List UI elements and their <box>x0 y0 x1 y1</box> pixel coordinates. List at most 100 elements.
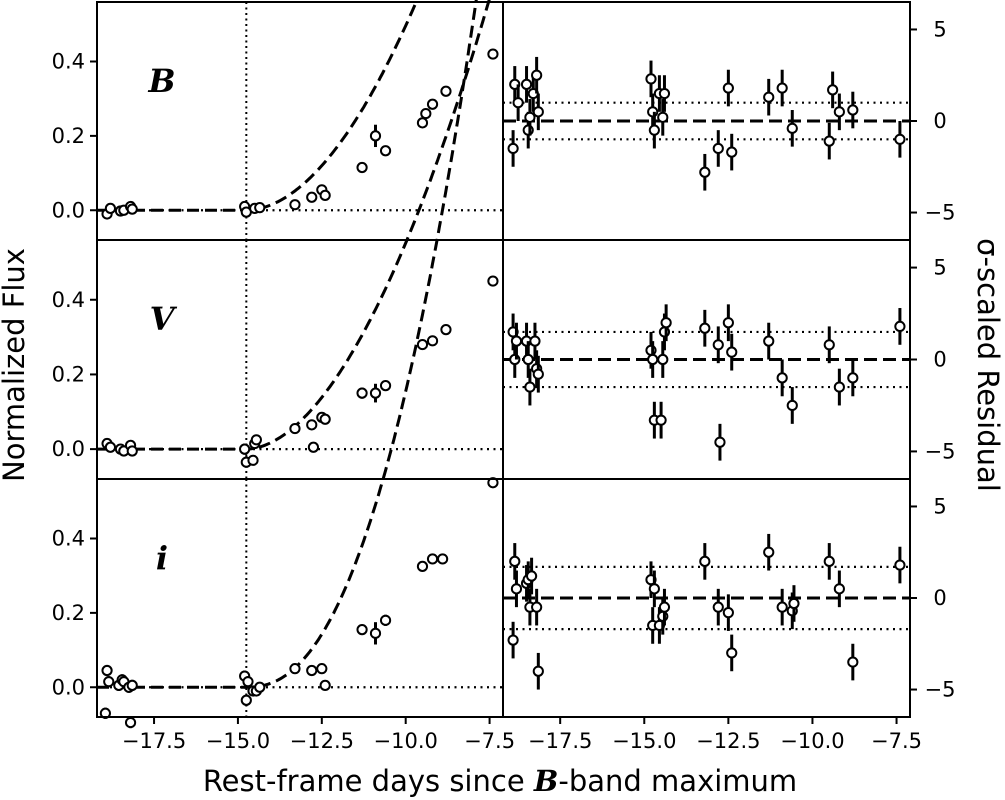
resid-y-tick-label: 5 <box>933 256 946 280</box>
flux-panel-B: 0.0 0.2 0.4 B <box>52 0 504 241</box>
x-tick-label: −12.5 <box>696 729 760 753</box>
flux-point <box>416 338 429 351</box>
resid-point <box>645 73 657 85</box>
resid-y-tick-label: 0 <box>933 586 946 610</box>
flux-point <box>126 679 138 691</box>
resid-y-tick-label: 0 <box>933 348 946 372</box>
resid-panel-i: −5 0 5 <box>502 478 955 718</box>
x-tick-label: −15.0 <box>206 729 270 753</box>
flux-fit-curve <box>97 0 491 451</box>
resid-point <box>512 97 524 109</box>
resid-point <box>847 656 859 668</box>
resid-point <box>823 135 835 147</box>
resid-point <box>531 601 543 613</box>
resid-point <box>712 339 724 351</box>
resid-point <box>509 353 521 366</box>
resid-point <box>726 146 738 158</box>
resid-point <box>657 610 669 622</box>
flux-point <box>379 145 392 157</box>
x-tick-label: −15.0 <box>612 729 676 753</box>
flux-point <box>101 664 113 677</box>
resid-point <box>524 381 536 393</box>
panels: 0.0 0.2 0.4 B −5 0 5 0.0 0.2 0.4 V −5 0 5 0.0 0.2 0.4 i −5… <box>52 0 956 753</box>
flux-y-tick-label: 0.2 <box>52 601 85 625</box>
resid-point <box>648 583 660 595</box>
flux-point <box>254 681 266 693</box>
flux-point <box>369 387 382 399</box>
resid-point <box>529 335 541 347</box>
panel-V: 0.0 0.2 0.4 V −5 0 5 <box>52 0 956 480</box>
resid-point <box>655 414 667 426</box>
resid-point <box>712 601 724 613</box>
resid-point <box>833 583 845 595</box>
flux-point <box>356 161 368 174</box>
resid-point <box>524 111 536 123</box>
x-tick-label: −17.5 <box>122 729 186 753</box>
resid-point <box>699 322 711 334</box>
flux-panel-frame <box>96 478 504 718</box>
flux-point <box>104 441 117 453</box>
resid-panel-V: −5 0 5 <box>502 239 956 480</box>
flux-point <box>356 624 368 636</box>
flux-y-tick-label: 0.4 <box>52 527 85 551</box>
flux-point <box>306 191 318 203</box>
flux-point <box>426 98 439 110</box>
resid-point <box>522 353 534 366</box>
flux-point <box>319 679 331 691</box>
resid-point <box>648 124 660 136</box>
resid-point <box>833 106 845 118</box>
y-axis-title-right: σ-scaled Residual <box>971 238 1005 492</box>
flux-point <box>416 560 429 572</box>
flux-point <box>440 324 452 336</box>
y-axis-title-left: Normalized Flux <box>0 248 31 482</box>
flux-point <box>242 676 254 688</box>
x-tick-label: −10.0 <box>780 729 844 753</box>
band-label-V: V <box>150 300 178 338</box>
flux-point <box>126 445 138 457</box>
band-label-i: i <box>156 539 168 577</box>
x-axis-title: Rest-frame days since B-band maximum <box>203 764 797 798</box>
resid-point <box>525 570 538 582</box>
resid-point <box>510 335 523 347</box>
resid-point <box>522 124 534 136</box>
resid-y-tick-label: −5 <box>925 439 956 463</box>
resid-point <box>847 372 859 384</box>
flux-point <box>289 422 301 435</box>
flux-point <box>306 419 318 431</box>
flux-point <box>103 676 115 688</box>
band-label-B: B <box>147 62 175 100</box>
x-tick-label: −10.0 <box>374 729 438 753</box>
resid-point <box>532 368 544 380</box>
resid-point <box>658 601 671 613</box>
x-tick-label: −12.5 <box>290 729 354 753</box>
resid-point <box>660 317 672 329</box>
resid-point <box>657 111 669 123</box>
flux-y-tick-label: 0.0 <box>52 437 85 461</box>
resid-point <box>722 82 734 94</box>
flux-point <box>289 199 301 211</box>
flux-panel-frame <box>96 239 504 480</box>
resid-panel-B: −5 0 5 <box>502 1 955 241</box>
flux-point <box>124 716 137 729</box>
resid-point <box>647 353 659 366</box>
resid-point <box>699 555 711 567</box>
resid-point <box>532 665 544 677</box>
flux-y-tick-label: 0.4 <box>52 288 85 312</box>
x-axis-title-band: B <box>533 764 559 798</box>
flux-point <box>356 387 368 399</box>
resid-point <box>726 647 738 659</box>
resid-point <box>894 133 906 145</box>
flux-point <box>426 335 439 347</box>
resid-point <box>776 82 788 94</box>
resid-point <box>726 346 738 358</box>
flux-point <box>319 413 331 425</box>
flux-point <box>420 107 432 120</box>
x-tick-label: −7.5 <box>464 729 515 753</box>
resid-point <box>510 583 523 595</box>
flux-point <box>319 189 331 201</box>
resid-point <box>763 91 775 103</box>
resid-point <box>714 436 726 448</box>
flux-panel-V: 0.0 0.2 0.4 V <box>52 0 504 480</box>
resid-point <box>699 166 711 178</box>
